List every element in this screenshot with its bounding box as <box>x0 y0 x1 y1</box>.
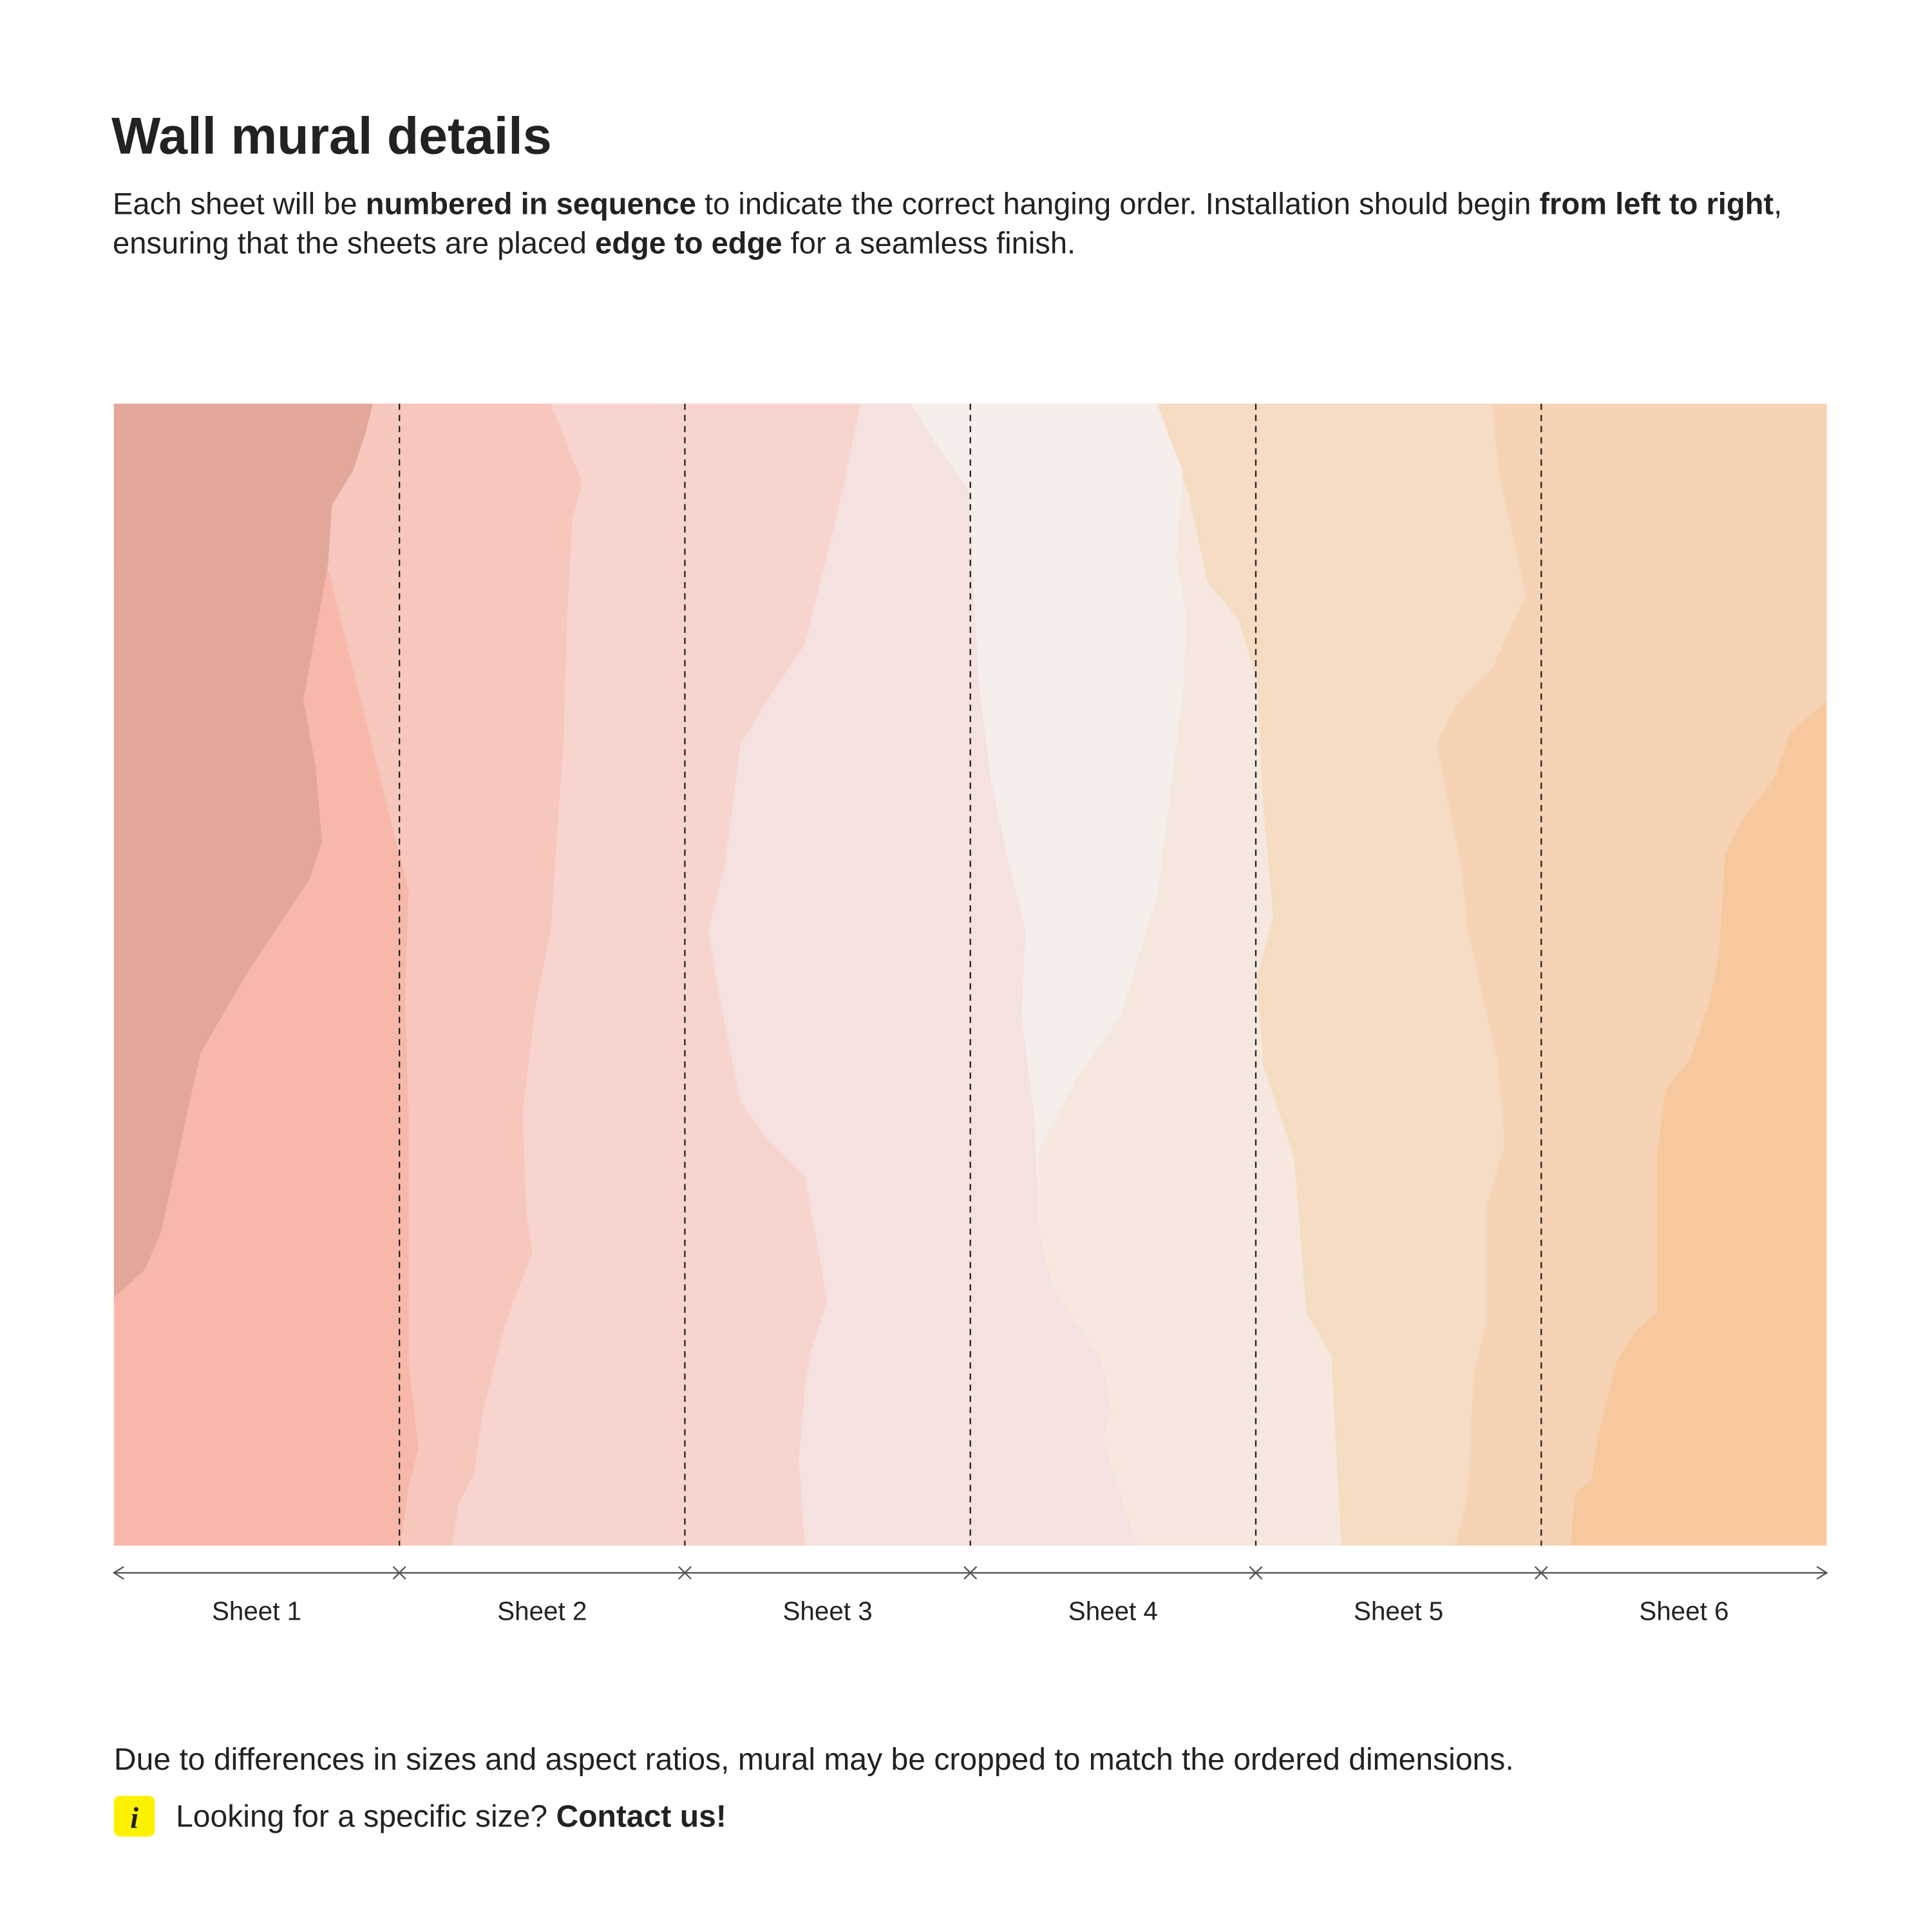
sheet-marker <box>1534 1566 1548 1580</box>
text-run: , <box>1774 187 1782 221</box>
text-run: Each sheet will be <box>113 187 366 221</box>
mural-layer <box>1570 701 1827 1546</box>
text-run: ensuring that the sheets are placed <box>113 225 595 260</box>
sheet-marker <box>1249 1566 1263 1580</box>
sheet-label: Sheet 3 <box>783 1596 873 1625</box>
bold-text: from left to right <box>1539 187 1774 221</box>
bold-text: edge to edge <box>595 225 782 260</box>
contact-link[interactable]: Contact us! <box>556 1799 726 1834</box>
description-line: ensuring that the sheets are placed edge… <box>113 225 1075 260</box>
crop-note: Due to differences in sizes and aspect r… <box>114 1742 1514 1777</box>
title: Wall mural details <box>111 107 552 165</box>
sheet-label: Sheet 2 <box>497 1596 587 1625</box>
arrow-head <box>112 1566 124 1580</box>
sheet-label: Sheet 1 <box>212 1596 301 1625</box>
bold-text: numbered in sequence <box>366 187 696 221</box>
sheet-label: Sheet 4 <box>1068 1596 1158 1625</box>
sheet-guide: Sheet 1 Sheet 2 Sheet 3 Sheet 4 Sheet 5 Sheet… <box>112 403 1828 1625</box>
text-run: for a seamless finish. <box>782 225 1076 260</box>
text-run: Looking for a specific size? <box>176 1799 556 1834</box>
info-glyph: i <box>130 1801 138 1834</box>
info-icon: i <box>113 1795 155 1837</box>
contact-line: Looking for a specific size? Contact us! <box>176 1799 726 1834</box>
description: Each sheet will be numbered in sequence … <box>113 187 1782 260</box>
sheet-label: Sheet 6 <box>1639 1596 1728 1625</box>
sheet-marker <box>678 1566 692 1580</box>
mural-layer <box>113 403 373 1298</box>
sheet-label: Sheet 5 <box>1354 1596 1443 1625</box>
sheet-marker <box>963 1566 978 1580</box>
text-run: to indicate the correct hanging order. I… <box>696 187 1539 221</box>
arrow-head <box>1816 1566 1828 1580</box>
sheet-marker <box>392 1566 406 1580</box>
description-line: Each sheet will be numbered in sequence … <box>113 187 1782 221</box>
info-badge <box>113 1795 155 1837</box>
